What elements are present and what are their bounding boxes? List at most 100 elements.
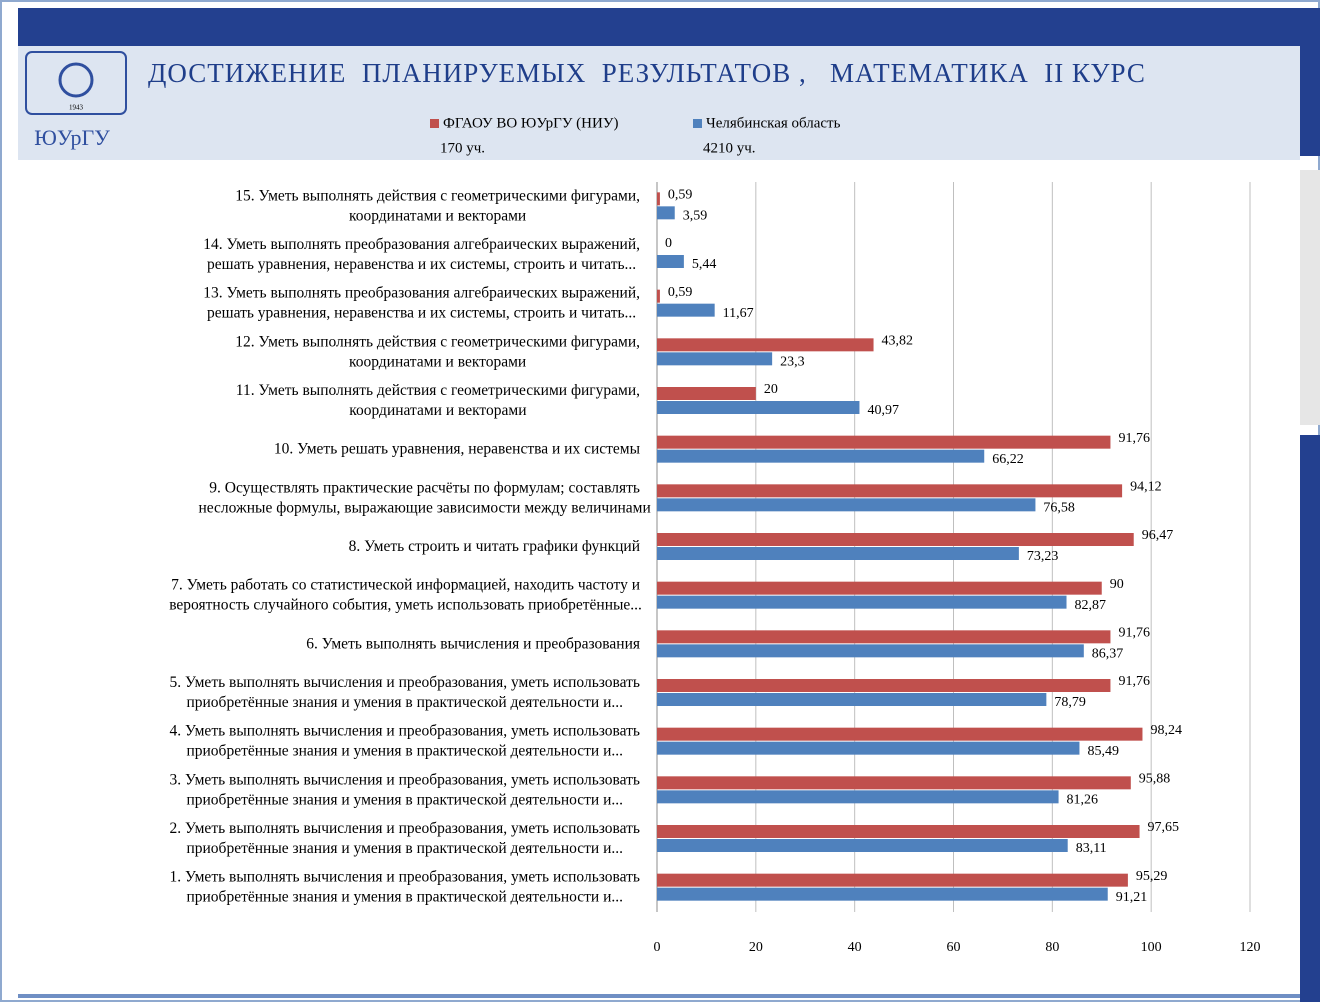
value-label: 78,79 <box>1054 695 1086 710</box>
title: ДОСТИЖЕНИЕ ПЛАНИРУЕМЫХ РЕЗУЛЬТАТОВ , МАТ… <box>148 58 1146 88</box>
category-label: 3. Уметь выполнять вычисления и преобраз… <box>170 771 640 808</box>
value-label: 0,59 <box>668 188 693 203</box>
value-label: 91,76 <box>1118 431 1150 446</box>
legend-label: ФГАОУ ВО ЮУрГУ (НИУ) <box>443 115 618 131</box>
value-label: 5,44 <box>692 257 717 272</box>
category-label-line: 7. Уметь работать со статистической инфо… <box>171 576 640 593</box>
legend-swatch <box>693 119 702 128</box>
category-label: 11. Уметь выполнять действия с геометрич… <box>236 382 640 419</box>
side-band <box>1300 435 1320 1002</box>
category-label-line: координатами и векторами <box>349 207 526 224</box>
bar <box>657 839 1068 852</box>
bar <box>657 873 1128 887</box>
legend-swatch <box>430 119 439 128</box>
logo: 1943 ЮУрГУ <box>25 51 127 150</box>
category-label-line: координатами и векторами <box>349 353 526 370</box>
value-label: 94,12 <box>1130 480 1162 495</box>
category-label-line: 8. Уметь строить и читать графики функци… <box>349 538 640 555</box>
category-label-line: 1. Уметь выполнять вычисления и преобраз… <box>170 868 640 885</box>
bar <box>657 255 684 268</box>
value-label: 82,87 <box>1075 598 1107 613</box>
category-label: 10. Уметь решать уравнения, неравенства … <box>274 440 641 457</box>
x-tick-label: 20 <box>749 940 763 955</box>
value-label: 85,49 <box>1087 744 1119 759</box>
category-label: 1. Уметь выполнять вычисления и преобраз… <box>170 868 640 905</box>
category-label: 14. Уметь выполнять преобразования алгеб… <box>203 236 640 273</box>
bar <box>657 449 985 463</box>
value-label: 73,23 <box>1027 549 1059 564</box>
legend-label: Челябинская область <box>706 115 841 131</box>
x-tick-label: 60 <box>947 940 961 955</box>
bar <box>657 206 675 220</box>
bar <box>657 887 1108 901</box>
value-label: 95,88 <box>1139 772 1171 787</box>
value-label: 91,21 <box>1116 890 1148 905</box>
value-label: 83,11 <box>1076 841 1107 856</box>
logo-text: ЮУрГУ <box>34 125 110 150</box>
value-label: 3,59 <box>683 209 708 224</box>
value-label: 11,67 <box>723 306 754 321</box>
category-label-line: приобретённые знания и умения в практиче… <box>186 840 623 857</box>
bar <box>657 825 1140 838</box>
bar <box>657 547 1019 560</box>
value-label: 97,65 <box>1148 820 1180 835</box>
bar <box>657 352 773 366</box>
category-label-line: 2. Уметь выполнять вычисления и преобраз… <box>170 820 640 837</box>
value-label: 91,76 <box>1118 626 1150 641</box>
bar <box>657 644 1084 658</box>
bar <box>657 533 1134 546</box>
bar <box>657 727 1143 741</box>
category-label-line: вероятность случайного события, уметь ис… <box>169 596 642 613</box>
bar <box>657 790 1059 804</box>
category-label: 4. Уметь выполнять вычисления и преобраз… <box>170 722 640 759</box>
legend-note: 170 уч. <box>440 140 485 156</box>
logo-emblem <box>25 51 127 115</box>
value-label: 86,37 <box>1092 647 1124 662</box>
category-label: 5. Уметь выполнять вычисления и преобраз… <box>170 674 640 711</box>
category-label-line: 3. Уметь выполнять вычисления и преобраз… <box>170 771 640 788</box>
category-label-line: несложные формулы, выражающие зависимост… <box>198 499 650 516</box>
category-label-line: 14. Уметь выполнять преобразования алгеб… <box>203 236 640 253</box>
bar <box>657 338 874 352</box>
category-label-line: решать уравнения, неравенства и их систе… <box>207 256 636 273</box>
category-label-line: 10. Уметь решать уравнения, неравенства … <box>274 440 641 457</box>
category-label: 8. Уметь строить и читать графики функци… <box>349 538 640 555</box>
value-label: 23,3 <box>780 355 805 370</box>
bar <box>657 776 1131 790</box>
category-label-line: приобретённые знания и умения в практиче… <box>186 742 623 759</box>
value-label: 98,24 <box>1150 723 1182 738</box>
category-label: 12. Уметь выполнять действия с геометрич… <box>235 333 640 370</box>
category-label: 6. Уметь выполнять вычисления и преобраз… <box>306 635 640 652</box>
category-label-line: координатами и векторами <box>349 402 526 419</box>
category-label: 13. Уметь выполнять преобразования алгеб… <box>203 284 640 321</box>
side-grey <box>1300 170 1320 425</box>
value-label: 90 <box>1110 577 1124 592</box>
x-tick-label: 80 <box>1045 940 1059 955</box>
category-label: 15. Уметь выполнять действия с геометрич… <box>235 187 640 224</box>
category-label-line: решать уравнения, неравенства и их систе… <box>207 304 636 321</box>
category-label-line: приобретённые знания и умения в практиче… <box>186 694 623 711</box>
value-label: 76,58 <box>1043 501 1075 516</box>
bar <box>657 693 1047 706</box>
bar <box>657 387 756 400</box>
value-label: 96,47 <box>1142 528 1174 543</box>
category-label-line: 15. Уметь выполнять действия с геометрич… <box>235 187 640 204</box>
bar <box>657 581 1102 595</box>
x-tick-label: 0 <box>654 940 661 955</box>
bar <box>657 595 1067 609</box>
header-band <box>18 46 1300 160</box>
category-label-line: 6. Уметь выполнять вычисления и преобраз… <box>306 635 640 652</box>
bar <box>657 630 1111 644</box>
bar <box>657 289 660 303</box>
bar <box>657 192 660 206</box>
bar <box>657 401 860 414</box>
x-tick-label: 40 <box>848 940 862 955</box>
bar <box>657 498 1036 512</box>
value-label: 81,26 <box>1067 793 1099 808</box>
bar <box>657 741 1080 755</box>
bar <box>657 435 1111 449</box>
bar <box>657 484 1123 498</box>
value-label: 20 <box>764 382 778 397</box>
category-label-line: приобретённые знания и умения в практиче… <box>186 791 623 808</box>
